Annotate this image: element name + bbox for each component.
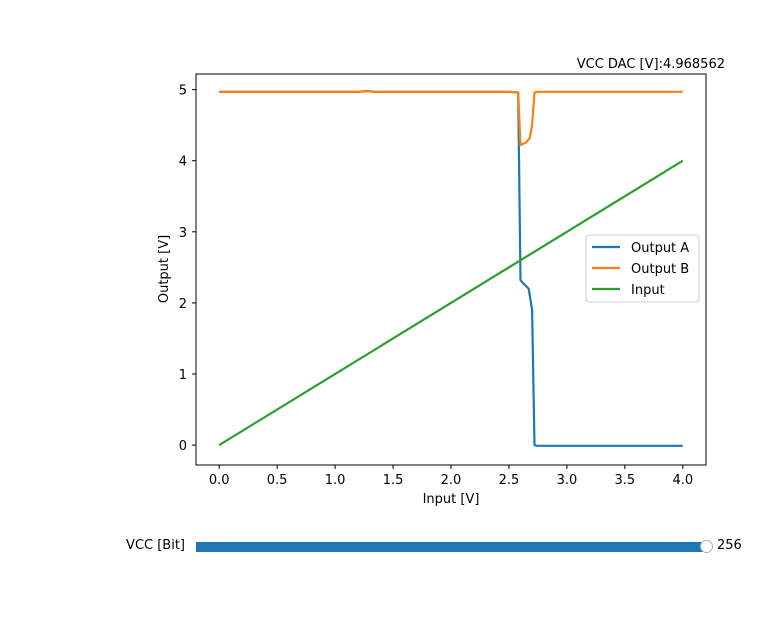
y-tick-label: 1 <box>179 368 187 383</box>
legend-label: Output A <box>631 241 689 256</box>
slider-label: VCC [Bit] <box>126 538 185 553</box>
x-tick-label: 3.5 <box>615 473 636 488</box>
x-tick-label: 1.5 <box>383 473 404 488</box>
x-tick-label: 2.5 <box>499 473 520 488</box>
x-tick-label: 0.5 <box>267 473 288 488</box>
y-tick-label: 2 <box>179 297 187 312</box>
y-axis-label: Output [V] <box>157 235 172 303</box>
slider-value: 256 <box>717 538 742 553</box>
vcc-slider-track[interactable] <box>196 542 708 552</box>
series-line-input <box>218 159 684 447</box>
x-axis-label: Input [V] <box>423 492 480 507</box>
y-tick-label: 3 <box>179 226 187 241</box>
plot-area: 0.0 0.5 1.0 1.5 2.0 2.5 3.0 3.5 4.0 0 1 2 3 4 5 <box>179 73 707 488</box>
legend-box <box>585 234 700 303</box>
legend-label: Output B <box>631 262 689 277</box>
x-axis-ticks: 0.0 0.5 1.0 1.5 2.0 2.5 3.0 3.5 4.0 <box>209 465 693 488</box>
series-lines <box>218 89 684 447</box>
legend: Output A Output B Input <box>585 234 700 303</box>
vcc-slider-handle[interactable] <box>700 540 713 553</box>
x-tick-label: 3.0 <box>557 473 578 488</box>
x-tick-label: 1.0 <box>325 473 346 488</box>
x-tick-label: 2.0 <box>441 473 462 488</box>
x-tick-label: 0.0 <box>209 473 230 488</box>
y-axis-ticks: 0 1 2 3 4 5 <box>179 84 196 454</box>
series-line-output-b <box>219 89 683 147</box>
y-tick-label: 4 <box>179 155 187 170</box>
x-tick-label: 4.0 <box>672 473 693 488</box>
y-tick-label: 5 <box>179 84 187 99</box>
vcc-slider-row: VCC [Bit] 256 <box>0 534 784 560</box>
vcc-slider-fill <box>196 542 708 552</box>
chart-title: VCC DAC [V]:4.968562 <box>577 57 725 72</box>
y-tick-label: 0 <box>179 439 187 454</box>
legend-label: Input <box>631 283 665 298</box>
